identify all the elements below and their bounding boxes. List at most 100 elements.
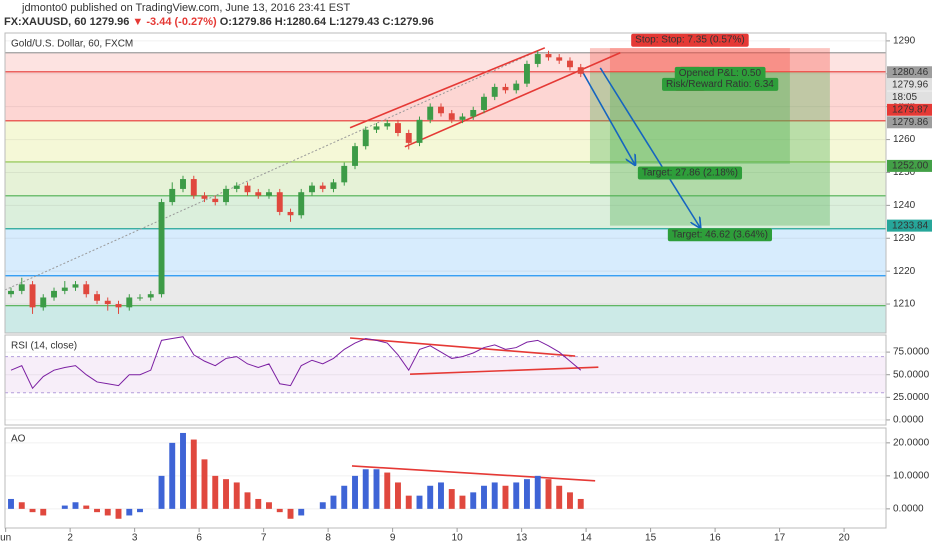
price-label-box [887,78,932,91]
candle-body [244,185,251,193]
ao-bar [330,495,337,509]
pane-frame [4,32,887,334]
candle-body [534,54,541,64]
x-tick-label: 20 [839,533,851,544]
trend-line [5,47,546,291]
x-tick-label: 9 [390,533,396,544]
ao-bar [352,475,358,509]
candle-body [416,119,423,143]
candle-body [40,297,47,308]
candle-body [384,123,391,127]
ao-bar [8,498,14,509]
ao-bar [481,485,487,509]
candle-body [362,129,369,147]
price-label-box [887,159,932,172]
candle-body [126,297,133,308]
candle-body [567,60,573,68]
candle-body [481,96,487,110]
ao-bar [491,482,498,509]
candle-body [233,185,240,189]
ao-bar [556,485,563,509]
x-tick-label: 2 [67,533,73,544]
candle-body [137,297,143,299]
candle-body [577,67,584,74]
symbol: FX:XAUUSD, 60 [4,16,87,28]
last-price: 1279.96 [90,16,130,28]
ao-bar [266,502,272,509]
y-tick-label: 1260 [893,134,916,145]
candle-body [545,54,552,58]
label-box [637,166,743,180]
pane [5,432,886,519]
candle-body [309,185,315,193]
ao-bar [287,508,294,519]
ao-bar [319,502,326,509]
ao-bar [233,482,240,509]
candle-body [405,133,412,143]
ohlc: O:1279.86 H:1280.64 L:1279.43 C:1279.96 [220,16,434,28]
fib-zone [5,305,886,333]
ao-bar [83,505,90,509]
ao-bar [169,442,176,509]
candle-body [373,126,380,130]
position-label: Target: 46.62 (3.64%) [672,229,768,240]
ao-bar [534,475,541,509]
y-tick-label: 1210 [893,299,916,310]
plot-layer: 121012201230124012501260127012801290Stop… [0,32,932,544]
ao-bar [212,475,219,509]
candle-body [51,290,57,298]
y-tick-label: 0.0000 [893,415,924,426]
rsi-line [10,336,582,390]
ao-bar [201,459,208,509]
candle-body [190,179,197,196]
ao-bar [459,495,466,509]
x-tick-label: 8 [325,533,331,544]
price-label: 1279.96 [892,79,929,90]
ao-bar [405,495,412,509]
candle-body [147,294,154,298]
y-tick-label: 50.0000 [893,369,930,380]
candle-body [523,63,530,84]
candle-body [255,192,262,196]
trend-line [349,47,546,129]
position-label: Target: 27.86 (2.18%) [642,168,738,179]
candle-body [212,198,219,203]
ao-bar [416,495,423,509]
ao-bar [448,489,455,509]
label-box [662,77,779,91]
candle-body [94,294,100,301]
ao-bar [244,492,251,509]
y-tick-label: 1230 [893,233,916,244]
candle-body [223,188,229,203]
x-tick-label: 15 [645,533,657,544]
fib-zone [5,275,886,306]
ao-bar [40,508,47,516]
candle-body [352,146,358,166]
ao-bar [523,479,530,509]
x-tick-label: 16 [710,533,722,544]
pane [5,336,886,421]
position-label: Stop: Stop: 7.35 (0.57%) [635,35,745,46]
candle-body [513,83,520,91]
ao-bar [577,498,584,509]
price-label: 1279.86 [892,117,929,128]
price-label-box [887,66,932,79]
candle-body [395,123,401,133]
ao-bar [545,479,552,509]
candle-body [158,202,165,295]
y-tick-label: 1220 [893,266,916,277]
x-tick-label: 7 [261,533,267,544]
candle-body [169,188,176,203]
candle-body [427,106,434,120]
y-tick-label: 0.0000 [893,503,924,514]
target-zone [609,72,830,226]
fib-zone [5,120,886,162]
trend-line [579,67,635,165]
price-label: 1280.46 [892,67,929,78]
ao-bar [158,475,165,509]
y-tick-label: 1290 [893,36,916,47]
ao-bar [567,492,573,509]
candle-body [556,57,563,61]
candle-body [72,284,79,288]
